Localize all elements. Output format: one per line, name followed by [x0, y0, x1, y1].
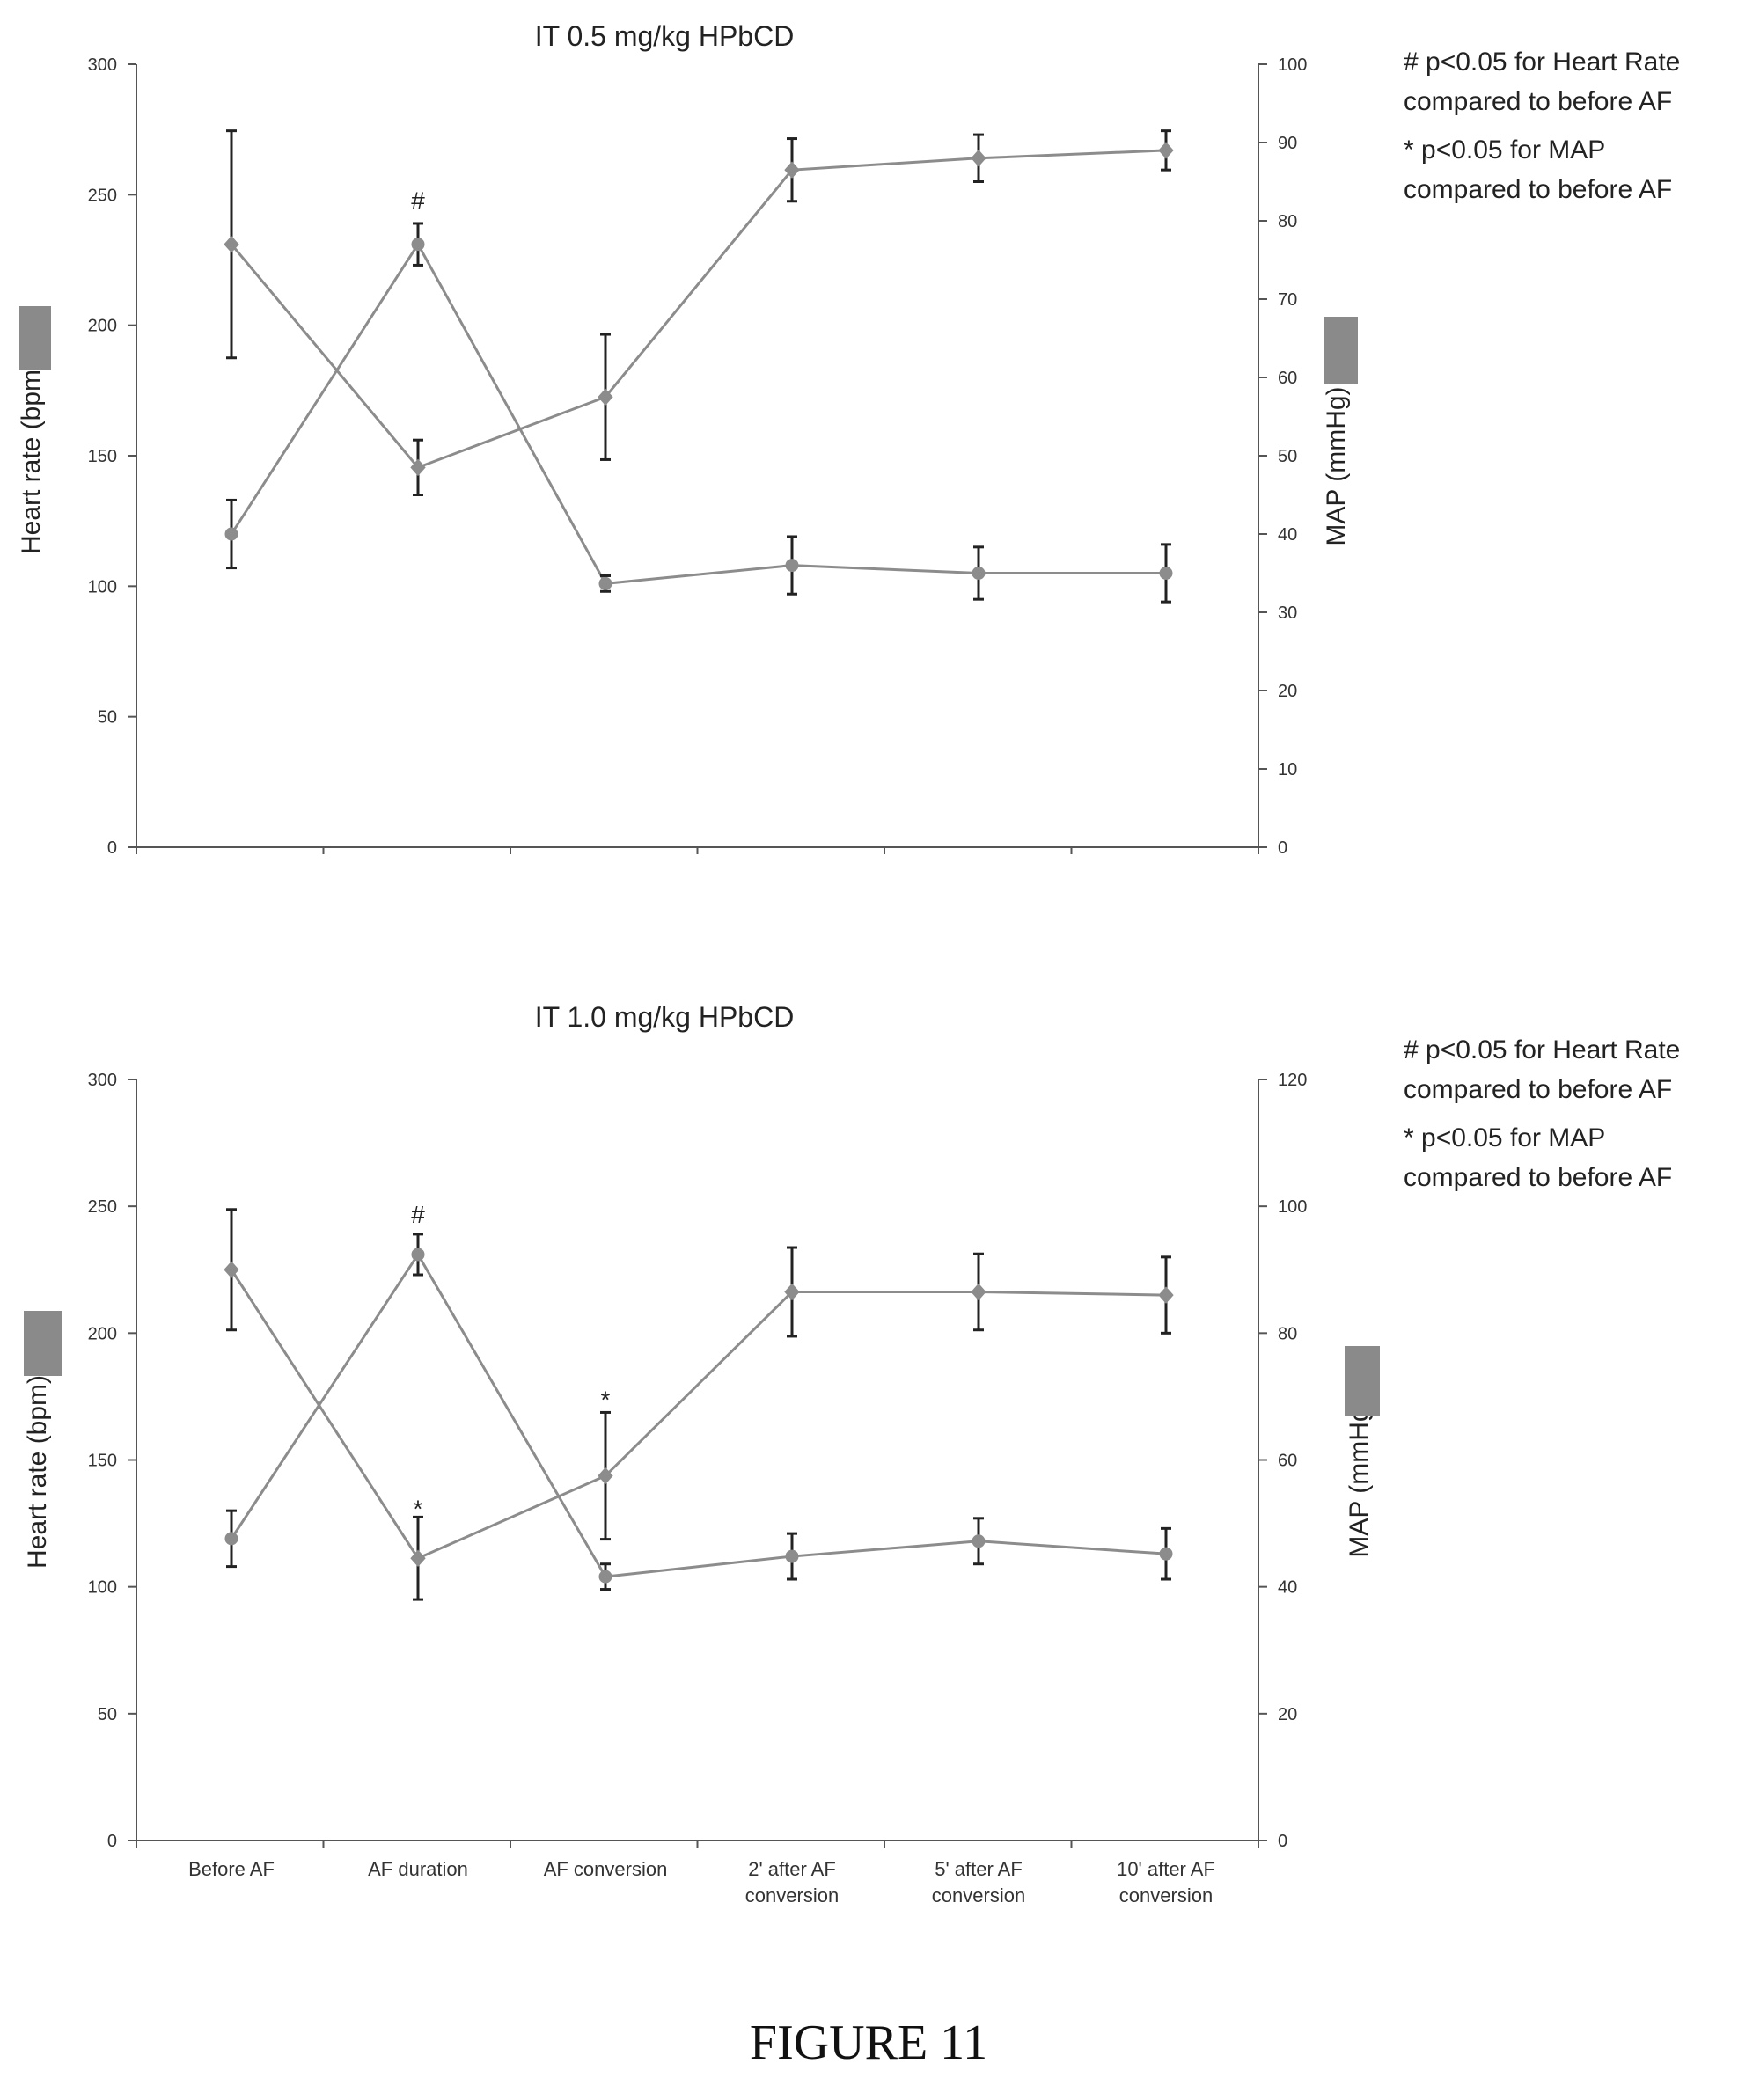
chart-bottom: IT 1.0 mg/kg HPbCD Heart rate (bpm) MAP … — [23, 1001, 1680, 1906]
left-y-tick-label: 100 — [88, 1578, 117, 1598]
data-point-heart-rate — [972, 567, 986, 580]
x-category-label: 2' after AF conversion — [745, 1858, 839, 1906]
significance-marker: * — [601, 1386, 611, 1413]
note-line-1: # p<0.05 for Heart Rate — [1404, 1035, 1680, 1065]
right-axis-legend-swatch — [1324, 317, 1358, 384]
data-point-map — [410, 458, 426, 477]
left-y-tick-label: 200 — [88, 1324, 117, 1343]
x-category-label: Before AF — [188, 1858, 275, 1880]
left-y-tick-label: 50 — [98, 708, 117, 728]
left-y-tick-label: 100 — [88, 577, 117, 596]
left-y-tick-label: 250 — [88, 186, 117, 205]
right-y-tick-label: 10 — [1278, 760, 1297, 779]
right-axis-label: MAP (mmHg) — [1322, 386, 1351, 545]
right-axis-legend-swatch — [1345, 1346, 1380, 1416]
data-point-map — [224, 1261, 239, 1279]
data-point-map — [1158, 1286, 1174, 1304]
data-point-map — [598, 388, 613, 406]
x-category-label: 10' after AF conversion — [1117, 1858, 1215, 1906]
left-y-tick-label: 200 — [88, 317, 117, 336]
data-point-heart-rate — [785, 559, 799, 573]
x-category-label: AF duration — [368, 1858, 468, 1880]
significance-marker: # — [411, 187, 425, 214]
right-y-tick-label: 40 — [1278, 1578, 1297, 1598]
right-y-tick-label: 60 — [1278, 1452, 1297, 1471]
figure-label: FIGURE 11 — [750, 2016, 987, 2070]
x-category-label: 5' after AF conversion — [932, 1858, 1025, 1906]
left-y-tick-label: 0 — [107, 838, 117, 858]
note-line-3: * p<0.05 for MAP — [1404, 1123, 1605, 1152]
x-category-label: AF conversion — [544, 1858, 668, 1880]
series-line-left — [230, 241, 1166, 585]
series-line-left — [230, 1252, 1167, 1578]
right-y-tick-label: 80 — [1278, 212, 1297, 231]
series-line-right — [230, 149, 1167, 470]
series-line-right — [230, 1269, 1167, 1561]
note-line-4: compared to before AF — [1404, 1163, 1672, 1192]
data-point-heart-rate — [1159, 567, 1173, 580]
note-line-2: compared to before AF — [1404, 1075, 1672, 1104]
data-point-heart-rate — [598, 1570, 612, 1584]
right-y-tick-label: 20 — [1278, 682, 1297, 701]
right-y-tick-label: 0 — [1278, 1832, 1287, 1851]
data-point-heart-rate — [972, 1534, 986, 1548]
left-axis-legend-swatch — [19, 306, 51, 370]
data-point-heart-rate — [598, 576, 612, 590]
chart-title: IT 0.5 mg/kg HPbCD — [535, 20, 795, 52]
left-y-tick-label: 300 — [88, 55, 117, 75]
data-point-map — [224, 235, 239, 253]
data-point-heart-rate — [785, 1549, 799, 1563]
data-point-map — [410, 1549, 426, 1567]
left-y-tick-label: 150 — [88, 1452, 117, 1471]
data-point-map — [971, 1283, 986, 1301]
note-line-2: compared to before AF — [1404, 87, 1672, 116]
significance-marker: * — [414, 1495, 423, 1522]
right-y-tick-label: 90 — [1278, 134, 1297, 153]
data-point-map — [1158, 142, 1174, 159]
left-axis-legend-swatch — [24, 1311, 62, 1376]
note-line-3: * p<0.05 for MAP — [1404, 135, 1605, 165]
right-y-tick-label: 100 — [1278, 1197, 1307, 1217]
right-y-tick-label: 60 — [1278, 369, 1297, 388]
right-y-tick-label: 40 — [1278, 525, 1297, 545]
left-y-tick-label: 0 — [107, 1832, 117, 1851]
right-y-tick-label: 30 — [1278, 604, 1297, 623]
data-point-heart-rate — [224, 527, 238, 541]
left-y-tick-label: 250 — [88, 1197, 117, 1217]
note-line-4: compared to before AF — [1404, 175, 1672, 204]
left-y-tick-label: 150 — [88, 447, 117, 466]
left-y-tick-label: 300 — [88, 1071, 117, 1090]
chart-title: IT 1.0 mg/kg HPbCD — [535, 1001, 795, 1033]
right-y-tick-label: 120 — [1278, 1071, 1307, 1090]
left-y-tick-label: 50 — [98, 1705, 117, 1724]
right-y-tick-label: 0 — [1278, 838, 1287, 858]
right-axis-label: MAP (mmHg) — [1345, 1398, 1374, 1557]
right-y-tick-label: 80 — [1278, 1324, 1297, 1343]
data-point-map — [598, 1467, 613, 1485]
data-point-heart-rate — [224, 1532, 238, 1546]
data-point-map — [784, 1283, 800, 1301]
right-y-tick-label: 70 — [1278, 290, 1297, 310]
right-y-tick-label: 50 — [1278, 447, 1297, 466]
right-y-tick-label: 20 — [1278, 1705, 1297, 1724]
chart-top: IT 0.5 mg/kg HPbCD Heart rate (bpm) MAP … — [17, 20, 1680, 858]
data-point-heart-rate — [411, 238, 425, 252]
data-point-heart-rate — [411, 1248, 425, 1262]
significance-marker: # — [411, 1201, 425, 1228]
data-point-heart-rate — [1159, 1547, 1173, 1561]
right-y-tick-label: 100 — [1278, 55, 1307, 75]
data-point-map — [784, 161, 800, 179]
left-axis-label: Heart rate (bpm) — [23, 1375, 52, 1569]
left-axis-label: Heart rate (bpm) — [17, 361, 46, 554]
data-point-map — [971, 150, 986, 167]
note-line-1: # p<0.05 for Heart Rate — [1404, 48, 1680, 77]
